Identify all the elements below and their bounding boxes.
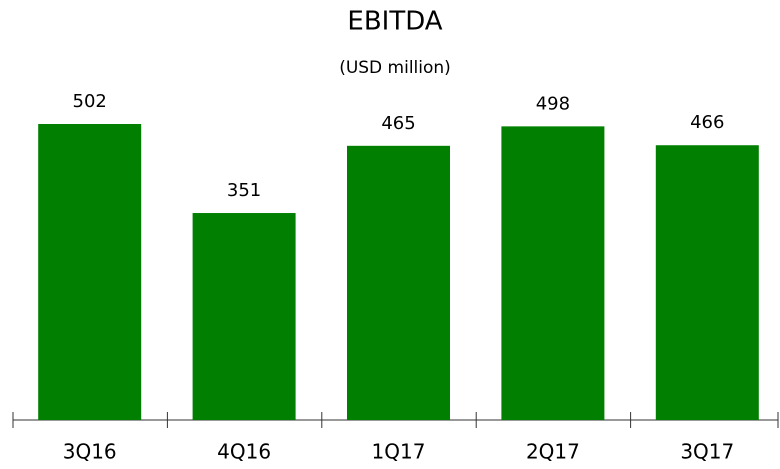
value-label: 465 (381, 113, 415, 134)
bar (655, 145, 759, 420)
x-tick-label: 3Q16 (63, 440, 117, 464)
x-tick-label: 4Q16 (217, 440, 271, 464)
value-label: 498 (536, 93, 570, 114)
value-label: 502 (73, 91, 107, 112)
value-label: 351 (227, 180, 261, 201)
x-tick-label: 3Q17 (680, 440, 734, 464)
x-tick-label: 2Q17 (526, 440, 580, 464)
chart-subtitle: (USD million) (339, 58, 451, 78)
bar (38, 124, 142, 420)
chart-title: EBITDA (347, 7, 442, 37)
bar (192, 213, 296, 420)
x-tick-label: 1Q17 (372, 440, 426, 464)
value-label: 466 (690, 112, 724, 133)
bar (501, 126, 605, 420)
bar (347, 145, 450, 421)
